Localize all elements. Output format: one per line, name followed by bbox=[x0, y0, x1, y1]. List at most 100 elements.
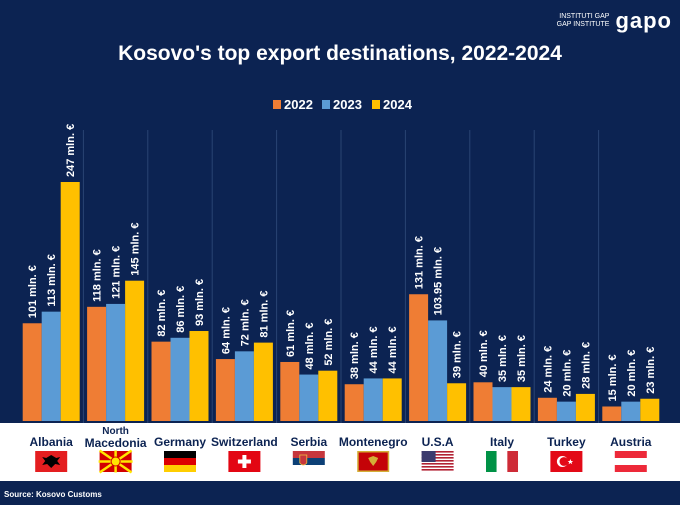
flag-stripe bbox=[292, 451, 325, 458]
bar-2023 bbox=[428, 320, 448, 421]
bar-2022 bbox=[537, 397, 557, 421]
data-label: 86 mln. € bbox=[175, 286, 187, 333]
data-label: 101 mln. € bbox=[27, 265, 39, 318]
bar-2023 bbox=[170, 337, 190, 421]
bar-2022 bbox=[87, 306, 107, 421]
data-label: 28 mln. € bbox=[580, 342, 592, 389]
star-icon bbox=[567, 459, 574, 465]
eagle-icon bbox=[42, 455, 61, 468]
germany-flag bbox=[164, 451, 196, 472]
bar-2024 bbox=[253, 342, 273, 421]
stars-canton-icon bbox=[421, 451, 436, 462]
flag-stripe bbox=[507, 451, 519, 472]
bar-2023 bbox=[234, 351, 254, 421]
category-label: U.S.A bbox=[422, 435, 454, 449]
bar-2024 bbox=[318, 370, 338, 421]
data-label: 61 mln. € bbox=[285, 310, 297, 357]
north-macedonia-flag bbox=[98, 449, 133, 474]
bar-2022 bbox=[473, 382, 493, 421]
montenegro-flag bbox=[357, 451, 390, 472]
data-label: 118 mln. € bbox=[92, 249, 104, 302]
legend-swatch-2022 bbox=[273, 100, 281, 109]
austria-flag bbox=[614, 451, 647, 472]
data-label: 52 mln. € bbox=[323, 319, 335, 366]
flag-stripe bbox=[421, 466, 454, 468]
data-label: 131 mln. € bbox=[414, 236, 426, 289]
data-label: 81 mln. € bbox=[258, 291, 270, 338]
category-label: Serbia bbox=[290, 435, 327, 449]
data-label: 35 mln. € bbox=[497, 335, 509, 382]
brand-logo: INSTITUTI GAP GAP INSTITUTE gapo bbox=[557, 8, 672, 34]
bar-2024 bbox=[60, 182, 80, 421]
data-label: 93 mln. € bbox=[194, 279, 206, 326]
legend-label-2023: 2023 bbox=[333, 97, 362, 112]
category-label: Germany bbox=[154, 435, 206, 449]
bar-2022 bbox=[215, 359, 235, 421]
flag-stripe bbox=[292, 458, 325, 465]
legend-swatch-2024 bbox=[372, 100, 380, 109]
data-label: 20 mln. € bbox=[626, 350, 638, 397]
bar-2022 bbox=[22, 323, 42, 421]
bar-2024 bbox=[382, 378, 402, 421]
flag-stripe bbox=[496, 451, 508, 472]
category-label: Turkey bbox=[547, 435, 586, 449]
data-label: 20 mln. € bbox=[561, 350, 573, 397]
legend-swatch-2023 bbox=[322, 100, 330, 109]
data-label: 82 mln. € bbox=[156, 290, 168, 337]
flag-stripe bbox=[421, 457, 454, 459]
flag-stripe bbox=[421, 469, 454, 471]
switzerland-flag bbox=[228, 451, 261, 472]
flag-stripe bbox=[486, 451, 497, 472]
data-label: 44 mln. € bbox=[368, 326, 380, 373]
bar-2023 bbox=[556, 401, 576, 421]
eagle-icon bbox=[368, 456, 379, 466]
coat-of-arms-icon bbox=[299, 454, 308, 466]
category-label: Switzerland bbox=[211, 435, 278, 449]
data-label: 15 mln. € bbox=[607, 354, 619, 401]
flag-stripe bbox=[614, 465, 647, 472]
legend-label-2022: 2022 bbox=[284, 97, 313, 112]
bar-2022 bbox=[151, 341, 171, 421]
serbia-flag bbox=[292, 451, 325, 472]
chart-title: Kosovo's top export destinations, 2022-2… bbox=[118, 42, 562, 65]
bar-2024 bbox=[189, 331, 209, 421]
italy-flag bbox=[486, 451, 519, 472]
data-label: 103.95 mln. € bbox=[433, 247, 445, 316]
bar-2024 bbox=[575, 393, 595, 421]
flag-stripe bbox=[421, 463, 454, 465]
data-label: 121 mln. € bbox=[111, 246, 123, 299]
brand-line-1: INSTITUTI GAP bbox=[559, 13, 610, 20]
bar-2023 bbox=[106, 303, 126, 421]
usa-flag bbox=[421, 451, 454, 472]
turkey-flag bbox=[550, 451, 583, 472]
bar-2022 bbox=[602, 406, 622, 421]
bar-2023 bbox=[363, 378, 383, 421]
data-label: 113 mln. € bbox=[46, 254, 58, 307]
data-label: 23 mln. € bbox=[645, 347, 657, 394]
crescent-cutout bbox=[559, 457, 569, 466]
bar-2022 bbox=[409, 294, 429, 421]
bar-2024 bbox=[447, 383, 467, 421]
flag-stripe bbox=[614, 458, 647, 465]
bar-2022 bbox=[344, 384, 364, 421]
bar-2023 bbox=[299, 374, 319, 421]
brand-text: INSTITUTI GAP GAP INSTITUTE bbox=[557, 13, 610, 29]
bar-2023 bbox=[621, 401, 641, 421]
data-label: 72 mln. € bbox=[239, 299, 251, 346]
data-label: 247 mln. € bbox=[65, 124, 77, 177]
data-label: 40 mln. € bbox=[478, 330, 490, 377]
category-label: Austria bbox=[610, 435, 652, 449]
data-label: 64 mln. € bbox=[220, 307, 232, 354]
category-label: Macedonia bbox=[85, 436, 147, 450]
bar-2024 bbox=[511, 387, 531, 421]
albania-flag bbox=[35, 451, 68, 472]
data-label: 38 mln. € bbox=[349, 332, 361, 379]
bar-2022 bbox=[280, 361, 300, 421]
data-label: 35 mln. € bbox=[516, 335, 528, 382]
category-label: Albania bbox=[30, 435, 74, 449]
flag-stripe bbox=[164, 465, 196, 472]
data-label: 24 mln. € bbox=[542, 346, 554, 393]
bar-2024 bbox=[640, 398, 660, 421]
data-label: 48 mln. € bbox=[304, 322, 316, 369]
